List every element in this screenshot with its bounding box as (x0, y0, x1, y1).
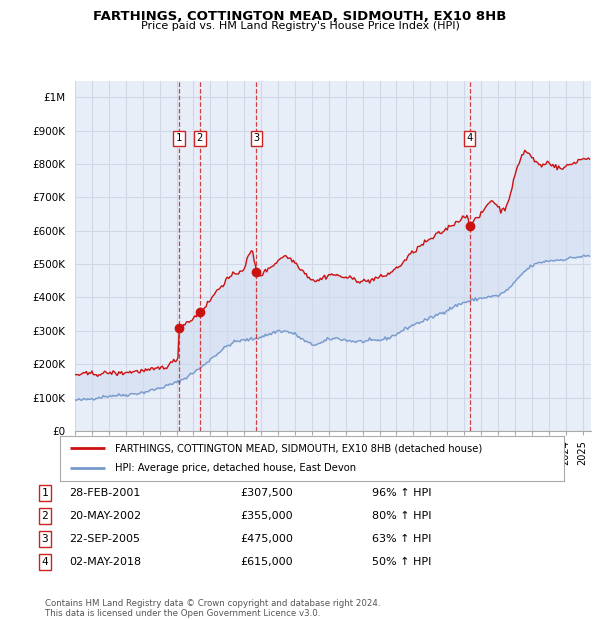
Text: Price paid vs. HM Land Registry's House Price Index (HPI): Price paid vs. HM Land Registry's House … (140, 21, 460, 31)
Text: 2: 2 (197, 133, 203, 143)
Text: £307,500: £307,500 (240, 488, 293, 498)
Text: FARTHINGS, COTTINGTON MEAD, SIDMOUTH, EX10 8HB: FARTHINGS, COTTINGTON MEAD, SIDMOUTH, EX… (94, 10, 506, 23)
Text: 63% ↑ HPI: 63% ↑ HPI (372, 534, 431, 544)
Text: 3: 3 (253, 133, 259, 143)
Text: 96% ↑ HPI: 96% ↑ HPI (372, 488, 431, 498)
Text: 02-MAY-2018: 02-MAY-2018 (69, 557, 141, 567)
Text: 50% ↑ HPI: 50% ↑ HPI (372, 557, 431, 567)
Text: 4: 4 (467, 133, 473, 143)
Text: 20-MAY-2002: 20-MAY-2002 (69, 511, 141, 521)
Text: 4: 4 (41, 557, 49, 567)
Text: 3: 3 (41, 534, 49, 544)
Text: HPI: Average price, detached house, East Devon: HPI: Average price, detached house, East… (115, 463, 356, 473)
Text: 1: 1 (176, 133, 182, 143)
Text: 80% ↑ HPI: 80% ↑ HPI (372, 511, 431, 521)
Text: 22-SEP-2005: 22-SEP-2005 (69, 534, 140, 544)
Text: £615,000: £615,000 (240, 557, 293, 567)
Text: 1: 1 (41, 488, 49, 498)
Text: £355,000: £355,000 (240, 511, 293, 521)
Text: FARTHINGS, COTTINGTON MEAD, SIDMOUTH, EX10 8HB (detached house): FARTHINGS, COTTINGTON MEAD, SIDMOUTH, EX… (115, 443, 482, 453)
Text: £475,000: £475,000 (240, 534, 293, 544)
Text: 28-FEB-2001: 28-FEB-2001 (69, 488, 140, 498)
Text: 2: 2 (41, 511, 49, 521)
Text: Contains HM Land Registry data © Crown copyright and database right 2024.
This d: Contains HM Land Registry data © Crown c… (45, 599, 380, 618)
